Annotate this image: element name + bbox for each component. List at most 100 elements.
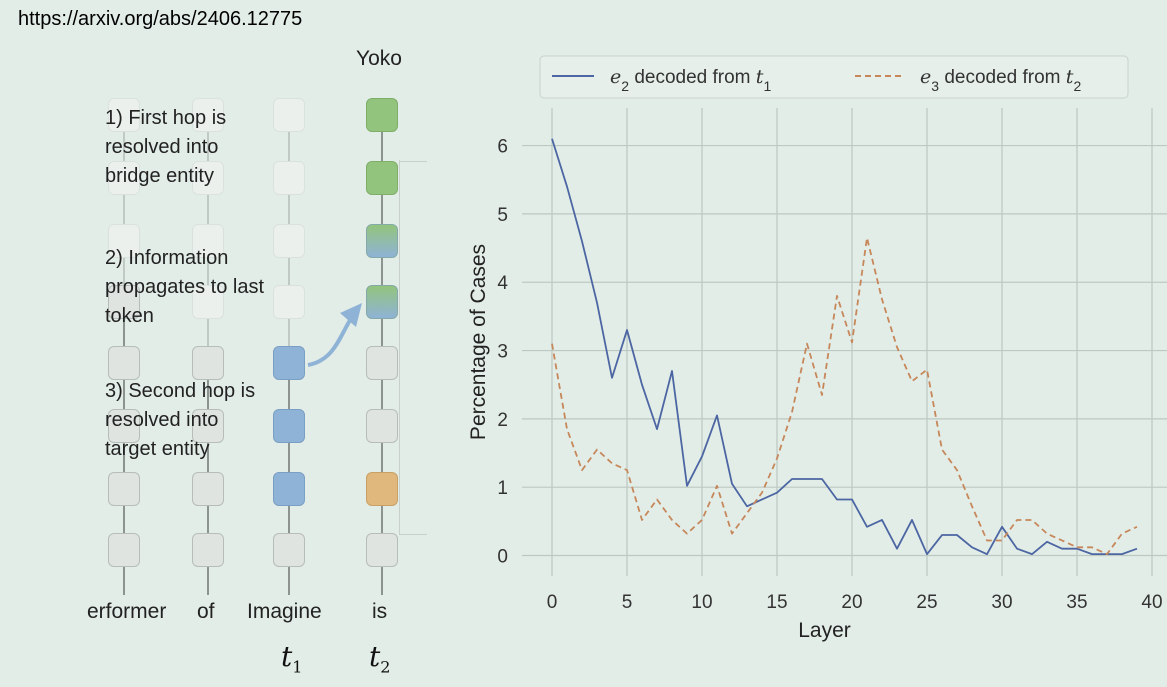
layer-connector [207,380,209,409]
layer-box [108,98,140,132]
annotation-propagation: 2) Information propagates to last token [105,247,264,327]
layer-box [108,346,140,380]
layer-connector [288,132,290,161]
x-tick-label: 10 [691,592,712,613]
layer-box [192,346,224,380]
layer-connector [381,443,383,472]
position-label-t2: t2 [369,640,391,677]
layer-box [273,409,305,443]
annotation-second-hop: 1) First hop is resolved into bridge ent… [105,107,227,187]
layer-connector [123,380,125,409]
layer-box [273,346,305,380]
layer-connector [381,258,383,285]
x-tick-label: 20 [841,592,862,613]
layer-connector [381,195,383,224]
y-tick-label: 4 [497,273,508,294]
two-hop-diagram: Yoko 1) First hop is resolved into bridg… [0,0,440,687]
layer-box [366,533,398,567]
layer-connector [123,506,125,533]
layer-box [366,472,398,506]
position-label-t1: t1 [281,640,303,677]
layer-box [108,161,140,195]
layer-connector [381,380,383,409]
layer-connector [123,319,125,346]
legend-label-series-2: e3 decoded from t2 [920,66,1081,94]
layer-connector [207,258,209,285]
column-guide-line [399,160,400,535]
guide-tick-bottom [399,534,427,535]
y-tick-label: 5 [497,205,508,226]
x-tick-label: 5 [622,592,633,613]
layer-box [192,285,224,319]
y-tick-label: 3 [497,342,508,363]
layer-connector [381,319,383,346]
layer-box [192,224,224,258]
layer-connector [123,195,125,224]
layer-box [192,98,224,132]
x-tick-label: 35 [1066,592,1087,613]
layer-box [108,224,140,258]
layer-box [273,98,305,132]
layer-box [192,161,224,195]
layer-box [366,409,398,443]
layer-box [273,285,305,319]
input-connector [207,567,209,595]
layer-connector [288,380,290,409]
layer-connector [288,258,290,285]
layer-connector [123,132,125,161]
layer-box [366,98,398,132]
output-token: Yoko [356,47,402,70]
layer-box [108,472,140,506]
layer-box [366,285,398,319]
plot-area [522,108,1167,576]
x-tick-label: 0 [547,592,558,613]
layer-box [366,224,398,258]
layer-box [273,224,305,258]
x-tick-label: 25 [916,592,937,613]
source-url[interactable]: https://arxiv.org/abs/2406.12775 [18,8,303,30]
input-connector [288,567,290,595]
layer-box [273,533,305,567]
token-is: is [372,600,388,623]
layer-connector [288,319,290,346]
token-imagine: Imagine [247,600,322,623]
y-tick-label: 6 [497,137,508,158]
x-tick-label: 30 [991,592,1012,613]
layer-connector [207,132,209,161]
token-performer: erformer [87,600,167,623]
layer-box [192,533,224,567]
input-connector [123,567,125,595]
layer-connector [123,258,125,285]
layer-box [192,472,224,506]
y-tick-label: 2 [497,410,508,431]
layer-connector [207,195,209,224]
series-lines [551,138,1138,556]
layer-box [108,533,140,567]
layer-box [192,409,224,443]
annotation-first-hop: 3) Second hop is resolved into target en… [105,380,256,460]
y-tick-label: 1 [497,478,508,499]
legend-box [539,55,1129,99]
layer-connector [381,506,383,533]
layer-connector [123,443,125,472]
token-of: of [197,600,215,623]
legend: e2 decoded from t1 e3 decoded from t2 [539,55,1129,99]
y-tick-label: 0 [497,547,508,568]
layer-connector [381,132,383,161]
layer-box [108,409,140,443]
input-connector [381,567,383,595]
layer-box [108,285,140,319]
x-tick-label: 15 [766,592,787,613]
layer-connector [288,506,290,533]
layer-connector [207,319,209,346]
x-tick-label: 40 [1141,592,1162,613]
series-line-1 [551,138,1138,556]
propagation-arrow [307,303,362,367]
guide-tick-top [399,161,427,162]
legend-label-series-1: e2 decoded from t1 [610,66,771,94]
layer-box [273,472,305,506]
layer-box [366,346,398,380]
layer-connector [207,443,209,472]
layer-connector [207,506,209,533]
layer-connector [288,195,290,224]
